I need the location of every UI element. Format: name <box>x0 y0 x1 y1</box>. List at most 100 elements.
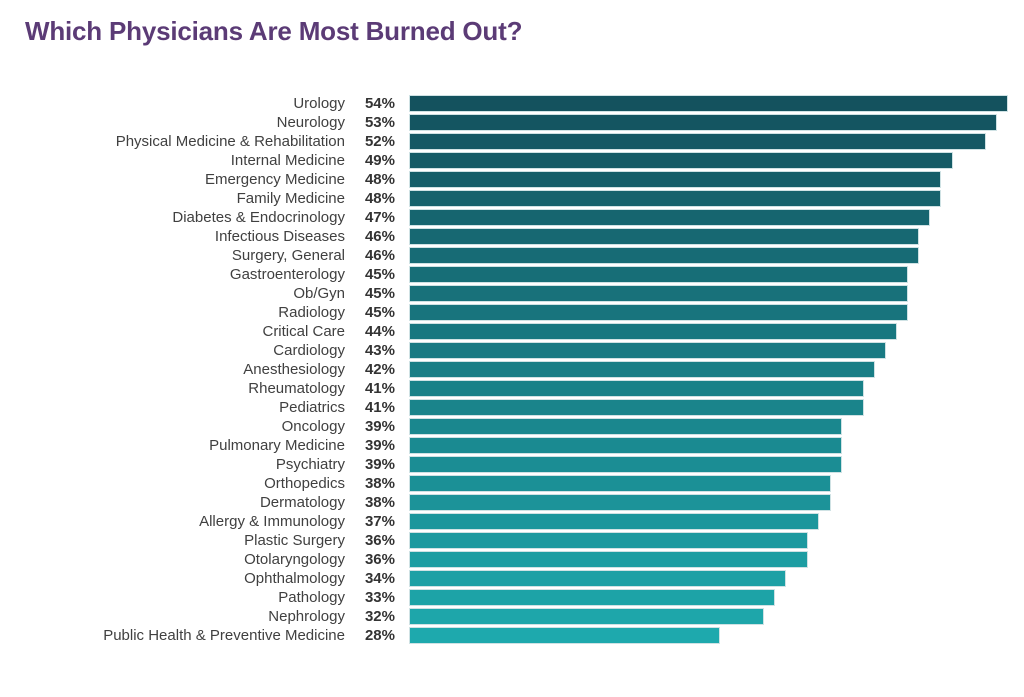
bar <box>409 228 920 245</box>
bar-track <box>409 551 1008 568</box>
category-label: Cardiology <box>273 342 345 359</box>
chart-row: Otolaryngology 36% <box>0 550 1008 569</box>
bar-track <box>409 418 1008 435</box>
bar <box>409 399 864 416</box>
bar-track <box>409 114 1008 131</box>
category-label: Critical Care <box>262 323 345 340</box>
chart-row: Internal Medicine 49% <box>0 151 1008 170</box>
value-label: 33% <box>364 589 395 606</box>
bar <box>409 190 942 207</box>
bar <box>409 209 931 226</box>
value-label: 45% <box>364 285 395 302</box>
bar <box>409 304 909 321</box>
bar-track <box>409 475 1008 492</box>
value-label: 53% <box>364 114 395 131</box>
category-label: Pathology <box>278 589 345 606</box>
bar <box>409 494 831 511</box>
bar-track <box>409 95 1008 112</box>
value-label: 44% <box>364 323 395 340</box>
bar-track <box>409 228 1008 245</box>
bar-track <box>409 209 1008 226</box>
chart-row: Orthopedics 38% <box>0 474 1008 493</box>
chart-row: Nephrology 32% <box>0 607 1008 626</box>
bar-track <box>409 513 1008 530</box>
category-label: Pulmonary Medicine <box>209 437 345 454</box>
chart-row: Physical Medicine & Rehabilitation 52% <box>0 132 1008 151</box>
value-label: 48% <box>364 190 395 207</box>
value-label: 48% <box>364 171 395 188</box>
bar <box>409 114 997 131</box>
value-label: 38% <box>364 475 395 492</box>
bar-track <box>409 494 1008 511</box>
bar-track <box>409 589 1008 606</box>
chart-row: Pathology 33% <box>0 588 1008 607</box>
chart-row: Dermatology 38% <box>0 493 1008 512</box>
category-label: Diabetes & Endocrinology <box>172 209 345 226</box>
category-label: Public Health & Preventive Medicine <box>103 627 345 644</box>
category-label: Neurology <box>276 114 345 131</box>
bar <box>409 133 986 150</box>
bar <box>409 475 831 492</box>
chart-title: Which Physicians Are Most Burned Out? <box>25 16 523 46</box>
category-label: Nephrology <box>268 608 345 625</box>
bar <box>409 532 809 549</box>
value-label: 42% <box>364 361 395 378</box>
bar-track <box>409 304 1008 321</box>
chart-row: Gastroenterology 45% <box>0 265 1008 284</box>
chart-row: Urology 54% <box>0 94 1008 113</box>
category-label: Otolaryngology <box>244 551 345 568</box>
bar-track <box>409 570 1008 587</box>
category-label: Rheumatology <box>248 380 345 397</box>
value-label: 36% <box>364 551 395 568</box>
bar <box>409 342 886 359</box>
chart-row: Neurology 53% <box>0 113 1008 132</box>
category-label: Oncology <box>281 418 345 435</box>
category-label: Gastroenterology <box>229 266 345 283</box>
chart-row: Cardiology 43% <box>0 341 1008 360</box>
chart-row: Infectious Diseases 46% <box>0 227 1008 246</box>
bar <box>409 323 898 340</box>
value-label: 47% <box>364 209 395 226</box>
value-label: 54% <box>364 95 395 112</box>
chart-row: Critical Care 44% <box>0 322 1008 341</box>
category-label: Emergency Medicine <box>204 171 345 188</box>
bar-track <box>409 399 1008 416</box>
value-label: 28% <box>364 627 395 644</box>
bar-track <box>409 285 1008 302</box>
category-label: Family Medicine <box>236 190 345 207</box>
bar-track <box>409 437 1008 454</box>
category-label: Plastic Surgery <box>244 532 345 549</box>
bar <box>409 285 909 302</box>
category-label: Dermatology <box>259 494 345 511</box>
bar <box>409 247 920 264</box>
value-label: 38% <box>364 494 395 511</box>
category-label: Psychiatry <box>275 456 345 473</box>
chart-row: Allergy & Immunology 37% <box>0 512 1008 531</box>
chart-row: Emergency Medicine 48% <box>0 170 1008 189</box>
value-label: 39% <box>364 437 395 454</box>
bar <box>409 418 842 435</box>
category-label: Allergy & Immunology <box>199 513 345 530</box>
bar-track <box>409 361 1008 378</box>
category-label: Radiology <box>278 304 345 321</box>
burnout-bar-chart: Urology 54% Neurology 53% Physical Medicine … <box>0 94 1008 645</box>
category-label: Infectious Diseases <box>214 228 345 245</box>
bar <box>409 589 776 606</box>
bar <box>409 456 842 473</box>
bar-track <box>409 266 1008 283</box>
value-label: 36% <box>364 532 395 549</box>
bar-track <box>409 323 1008 340</box>
bar <box>409 608 764 625</box>
value-label: 34% <box>364 570 395 587</box>
chart-row: Diabetes & Endocrinology 47% <box>0 208 1008 227</box>
bar-track <box>409 380 1008 397</box>
bar-track <box>409 133 1008 150</box>
bar <box>409 551 809 568</box>
chart-row: Pediatrics 41% <box>0 398 1008 417</box>
chart-row: Oncology 39% <box>0 417 1008 436</box>
chart-row: Rheumatology 41% <box>0 379 1008 398</box>
chart-row: Ob/Gyn 45% <box>0 284 1008 303</box>
value-label: 41% <box>364 399 395 416</box>
chart-row: Anesthesiology 42% <box>0 360 1008 379</box>
